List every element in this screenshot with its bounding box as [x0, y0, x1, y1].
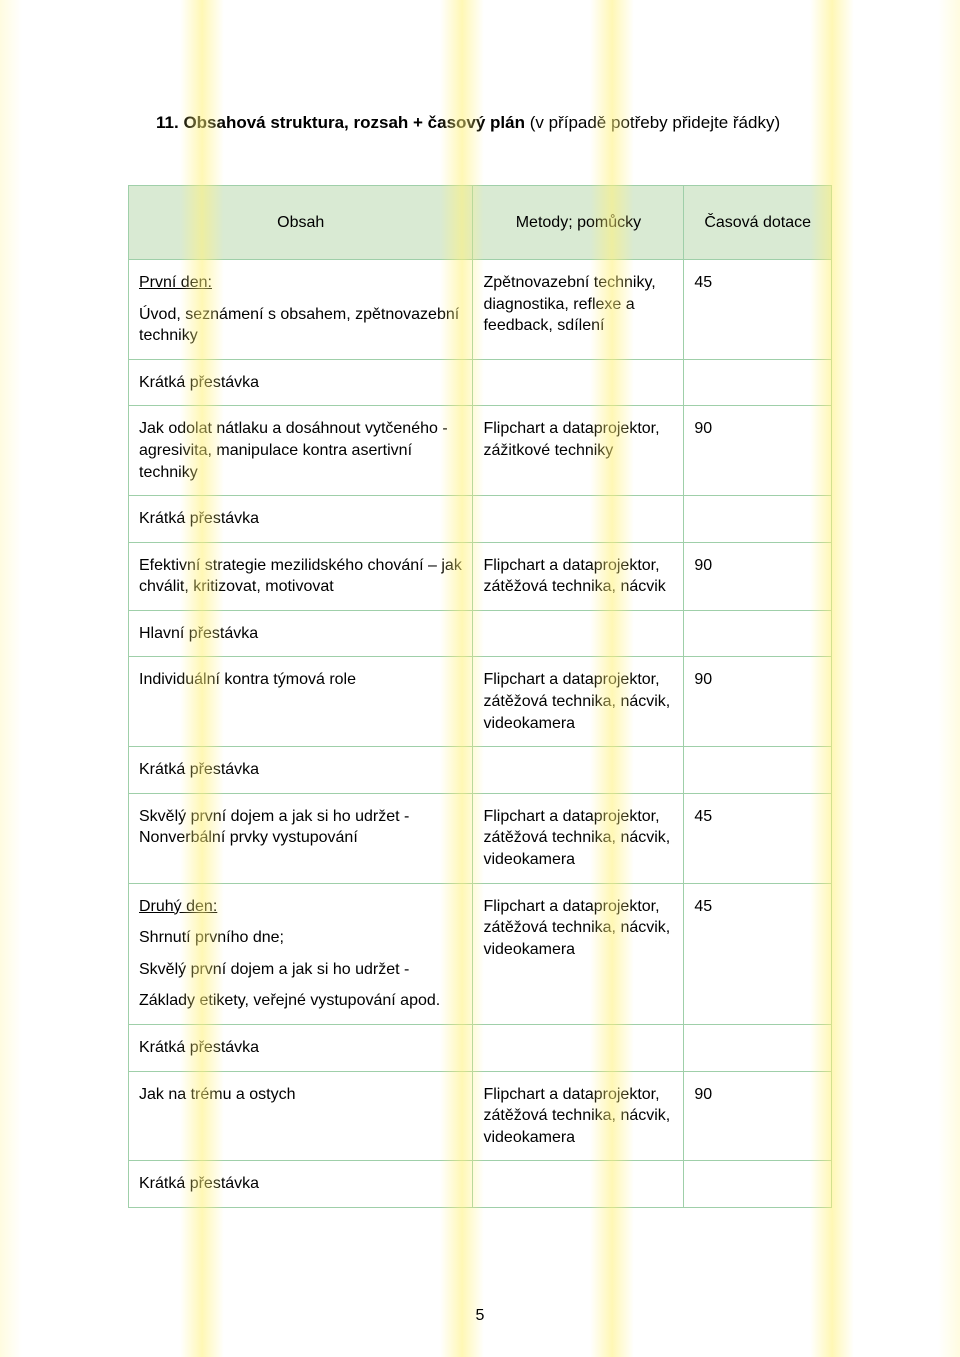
- table-row: Skvělý první dojem a jak si ho udržet - …: [129, 793, 832, 883]
- cell-text-line: Jak odolat nátlaku a dosáhnout vytčeného…: [139, 418, 462, 483]
- heading-note: (v případě potřeby přidejte řádky): [530, 113, 780, 132]
- cell-text-line: Krátká přestávka: [139, 508, 462, 530]
- table-row: Krátká přestávka: [129, 747, 832, 794]
- cell-text-line: Krátká přestávka: [139, 1037, 462, 1059]
- cell-text-line: Úvod, seznámení s obsahem, zpětnovazební…: [139, 304, 462, 347]
- cell-text-line: Základy etikety, veřejné vystupování apo…: [139, 990, 462, 1012]
- cell-metody: Flipchart a dataprojektor, zážitkové tec…: [473, 406, 684, 496]
- heading-number: 11.: [156, 113, 179, 132]
- cell-obsah: Krátká přestávka: [129, 496, 473, 543]
- cell-text-line: Individuální kontra týmová role: [139, 669, 462, 691]
- cell-text-line: Hlavní přestávka: [139, 623, 462, 645]
- cell-metody: [473, 359, 684, 406]
- cell-cas: [684, 1161, 832, 1208]
- cell-obsah: Krátká přestávka: [129, 1025, 473, 1072]
- cell-text-line: Shrnutí prvního dne;: [139, 927, 462, 949]
- table-row: Krátká přestávka: [129, 496, 832, 543]
- cell-obsah: Krátká přestávka: [129, 747, 473, 794]
- cell-text-line: První den:: [139, 272, 462, 294]
- table-row: Krátká přestávka: [129, 359, 832, 406]
- cell-cas: 90: [684, 406, 832, 496]
- table-row: Krátká přestávka: [129, 1025, 832, 1072]
- table-row: Jak odolat nátlaku a dosáhnout vytčeného…: [129, 406, 832, 496]
- cell-obsah: Hlavní přestávka: [129, 610, 473, 657]
- cell-text-line: Druhý den:: [139, 896, 462, 918]
- cell-cas: 45: [684, 793, 832, 883]
- cell-metody: [473, 610, 684, 657]
- cell-metody: [473, 1161, 684, 1208]
- cell-cas: 45: [684, 259, 832, 359]
- table-row: Jak na trému a ostych Flipchart a datapro…: [129, 1071, 832, 1161]
- cell-text-line: Krátká přestávka: [139, 759, 462, 781]
- cell-metody: Flipchart a dataprojektor, zátěžová tech…: [473, 1071, 684, 1161]
- cell-obsah: Krátká přestávka: [129, 359, 473, 406]
- cell-cas: 90: [684, 657, 832, 747]
- cell-cas: 90: [684, 542, 832, 610]
- table-row: Individuální kontra týmová role Flipchart…: [129, 657, 832, 747]
- cell-cas: [684, 496, 832, 543]
- table-row: Efektivní strategie mezilidského chování…: [129, 542, 832, 610]
- cell-obsah: Skvělý první dojem a jak si ho udržet - …: [129, 793, 473, 883]
- cell-metody: Flipchart a dataprojektor, zátěžová tech…: [473, 657, 684, 747]
- cell-metody: [473, 496, 684, 543]
- cell-text-line: Krátká přestávka: [139, 1173, 462, 1195]
- cell-obsah: První den: Úvod, seznámení s obsahem, zpě…: [129, 259, 473, 359]
- cell-cas: [684, 359, 832, 406]
- underlined-text: Druhý den:: [139, 898, 217, 915]
- cell-metody: Zpětnovazební techniky, diagnostika, ref…: [473, 259, 684, 359]
- underlined-text: První den:: [139, 274, 212, 291]
- cell-obsah: Efektivní strategie mezilidského chování…: [129, 542, 473, 610]
- col-header-obsah: Obsah: [129, 185, 473, 259]
- cell-text-line: Skvělý první dojem a jak si ho udržet - …: [139, 806, 462, 849]
- cell-obsah: Individuální kontra týmová role: [129, 657, 473, 747]
- table-body: První den: Úvod, seznámení s obsahem, zpě…: [129, 259, 832, 1207]
- cell-metody: Flipchart a dataprojektor, zátěžová tech…: [473, 883, 684, 1024]
- cell-obsah: Jak na trému a ostych: [129, 1071, 473, 1161]
- cell-cas: [684, 747, 832, 794]
- table-row: Druhý den: Shrnutí prvního dne; Skvělý prv…: [129, 883, 832, 1024]
- cell-metody: [473, 1025, 684, 1072]
- cell-metody: [473, 747, 684, 794]
- cell-text-line: Skvělý první dojem a jak si ho udržet -: [139, 959, 462, 981]
- table-row: Hlavní přestávka: [129, 610, 832, 657]
- cell-obsah: Druhý den: Shrnutí prvního dne; Skvělý prv…: [129, 883, 473, 1024]
- cell-text-line: Jak na trému a ostych: [139, 1084, 462, 1106]
- cell-cas: [684, 610, 832, 657]
- heading-title: Obsahová struktura, rozsah + časový plán: [183, 113, 525, 132]
- cell-text-line: Krátká přestávka: [139, 372, 462, 394]
- document-page: 11. Obsahová struktura, rozsah + časový …: [0, 0, 960, 1357]
- cell-cas: [684, 1025, 832, 1072]
- col-header-metody: Metody; pomůcky: [473, 185, 684, 259]
- cell-obsah: Krátká přestávka: [129, 1161, 473, 1208]
- cell-cas: 90: [684, 1071, 832, 1161]
- cell-metody: Flipchart a dataprojektor, zátěžová tech…: [473, 542, 684, 610]
- table-row: Krátká přestávka: [129, 1161, 832, 1208]
- table-row: První den: Úvod, seznámení s obsahem, zpě…: [129, 259, 832, 359]
- cell-text-line: Efektivní strategie mezilidského chování…: [139, 555, 462, 598]
- cell-obsah: Jak odolat nátlaku a dosáhnout vytčeného…: [129, 406, 473, 496]
- table-header-row: Obsah Metody; pomůcky Časová dotace: [129, 185, 832, 259]
- col-header-cas: Časová dotace: [684, 185, 832, 259]
- schedule-table: Obsah Metody; pomůcky Časová dotace Prvn…: [128, 185, 832, 1208]
- page-number: 5: [0, 1307, 960, 1325]
- cell-cas: 45: [684, 883, 832, 1024]
- section-heading: 11. Obsahová struktura, rozsah + časový …: [156, 112, 832, 135]
- cell-metody: Flipchart a dataprojektor, zátěžová tech…: [473, 793, 684, 883]
